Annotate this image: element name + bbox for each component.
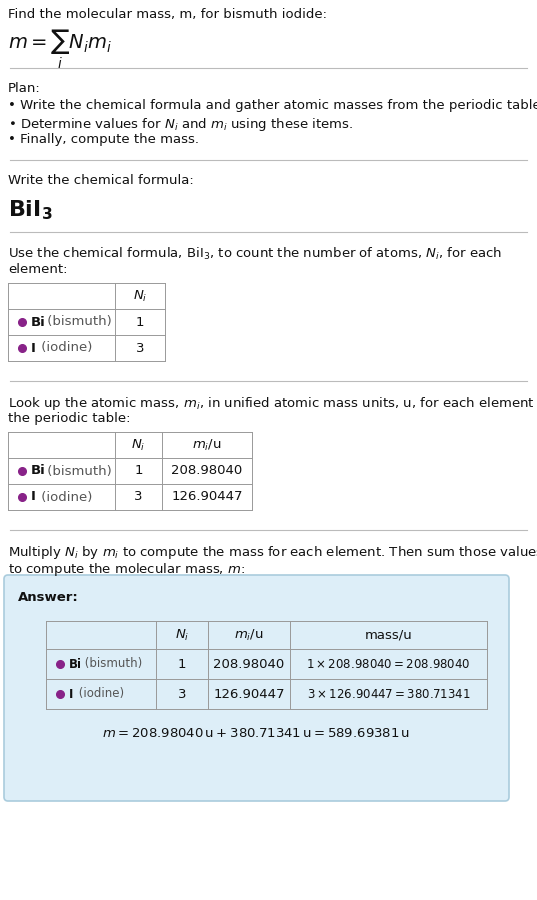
Text: $N_i$: $N_i$ [175, 627, 189, 643]
Text: element:: element: [8, 263, 68, 276]
Text: Plan:: Plan: [8, 82, 41, 95]
Text: I: I [69, 688, 74, 700]
Text: Bi: Bi [69, 658, 82, 670]
Text: 1: 1 [136, 316, 144, 328]
FancyBboxPatch shape [4, 575, 509, 801]
Text: (bismuth): (bismuth) [82, 658, 143, 670]
Text: to compute the molecular mass, $m$:: to compute the molecular mass, $m$: [8, 561, 245, 578]
Text: I: I [31, 491, 36, 503]
Text: Look up the atomic mass, $m_i$, in unified atomic mass units, u, for each elemen: Look up the atomic mass, $m_i$, in unifi… [8, 395, 537, 412]
Text: Write the chemical formula:: Write the chemical formula: [8, 174, 194, 187]
Text: Use the chemical formula, $\mathrm{BiI_3}$, to count the number of atoms, $N_i$,: Use the chemical formula, $\mathrm{BiI_3… [8, 246, 502, 262]
Text: 126.90447: 126.90447 [213, 688, 285, 700]
Text: $m = \sum_i N_i m_i$: $m = \sum_i N_i m_i$ [8, 28, 112, 71]
Text: $m_i$/u: $m_i$/u [192, 437, 222, 453]
Text: Bi: Bi [31, 316, 46, 328]
Text: $1 \times 208.98040 = 208.98040$: $1 \times 208.98040 = 208.98040$ [306, 658, 471, 670]
Text: (iodine): (iodine) [75, 688, 125, 700]
Text: $m = 208.98040\,\mathrm{u} + 380.71341\,\mathrm{u} = 589.69381\,\mathrm{u}$: $m = 208.98040\,\mathrm{u} + 380.71341\,… [103, 727, 411, 740]
Text: 1: 1 [178, 658, 186, 670]
Text: $N_i$: $N_i$ [131, 437, 146, 453]
Text: Multiply $N_i$ by $m_i$ to compute the mass for each element. Then sum those val: Multiply $N_i$ by $m_i$ to compute the m… [8, 544, 537, 561]
Text: (bismuth): (bismuth) [43, 316, 112, 328]
Text: $N_i$: $N_i$ [133, 288, 147, 303]
Text: (bismuth): (bismuth) [43, 464, 112, 478]
Text: (iodine): (iodine) [37, 491, 92, 503]
Text: Bi: Bi [31, 464, 46, 478]
Text: I: I [31, 341, 36, 355]
Text: 208.98040: 208.98040 [213, 658, 285, 670]
Text: 126.90447: 126.90447 [171, 491, 243, 503]
Text: 208.98040: 208.98040 [171, 464, 243, 478]
Text: mass/u: mass/u [365, 628, 412, 642]
Text: Answer:: Answer: [18, 591, 79, 604]
Text: • Finally, compute the mass.: • Finally, compute the mass. [8, 133, 199, 146]
Text: • Determine values for $N_i$ and $m_i$ using these items.: • Determine values for $N_i$ and $m_i$ u… [8, 116, 353, 133]
Text: 3: 3 [136, 341, 144, 355]
Text: $3 \times 126.90447 = 380.71341$: $3 \times 126.90447 = 380.71341$ [307, 688, 470, 700]
Text: (iodine): (iodine) [37, 341, 92, 355]
Text: the periodic table:: the periodic table: [8, 412, 130, 425]
Text: Find the molecular mass, m, for bismuth iodide:: Find the molecular mass, m, for bismuth … [8, 8, 327, 21]
Text: $m_i$/u: $m_i$/u [234, 627, 264, 643]
Text: 3: 3 [134, 491, 143, 503]
Text: 3: 3 [178, 688, 186, 700]
Text: $\mathbf{BiI_3}$: $\mathbf{BiI_3}$ [8, 198, 53, 221]
Text: • Write the chemical formula and gather atomic masses from the periodic table.: • Write the chemical formula and gather … [8, 99, 537, 112]
Text: 1: 1 [134, 464, 143, 478]
